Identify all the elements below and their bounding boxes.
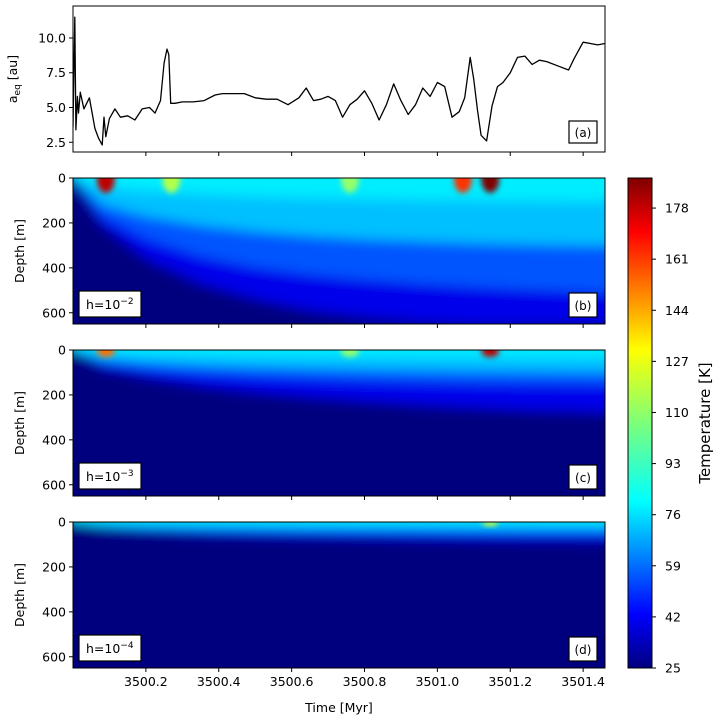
panel-c-frame xyxy=(72,349,606,497)
surface-layer xyxy=(73,178,605,202)
y-tick-label: 600 xyxy=(42,649,66,664)
panel-c-h-label: h=10−3 xyxy=(86,469,134,484)
hot-spot xyxy=(96,350,115,357)
colorbar-tick-label: 161 xyxy=(665,252,689,267)
hot-spot xyxy=(482,522,499,526)
panel-a-x-axis xyxy=(145,152,584,156)
y-tick-label: 200 xyxy=(42,387,66,402)
hot-spot xyxy=(481,178,500,193)
panel-b-h-label: h=10−2 xyxy=(86,297,134,312)
surface-layer xyxy=(73,350,605,358)
panel-b-heatmap xyxy=(73,178,605,324)
panel-d-frame xyxy=(72,521,606,669)
colorbar-tick-label: 76 xyxy=(665,507,681,522)
panel-d-h-box xyxy=(78,634,142,662)
colorbar-tick-label: 110 xyxy=(665,405,689,420)
y-tick-label: 400 xyxy=(42,432,66,447)
panel-c-heatmap xyxy=(73,350,605,496)
y-tick-label: 600 xyxy=(42,305,66,320)
x-tick-label: 3500.4 xyxy=(197,674,241,689)
panel-d-heatmap xyxy=(73,522,605,668)
d-hot-spots xyxy=(482,522,499,526)
panel-a-y-axis: 2.5 5.0 7.5 10.0 xyxy=(38,30,73,150)
panel-b-frame xyxy=(72,177,606,325)
panel-a: 2.5 5.0 7.5 10.0 aeq [au] (a) xyxy=(5,5,606,156)
x-tick-label: 3501.4 xyxy=(561,674,605,689)
colorbar-tick-label: 178 xyxy=(665,201,689,216)
d-temperature-field xyxy=(73,522,605,668)
panel-a-tag-box xyxy=(568,120,598,144)
panel-c-h-box xyxy=(78,462,142,490)
panel-b-x-axis xyxy=(145,324,584,328)
y-tick-label: 2.5 xyxy=(46,135,66,150)
hot-spot xyxy=(162,178,181,193)
y-tick-label: 600 xyxy=(42,477,66,492)
a-eq-series xyxy=(73,16,605,146)
y-tick-label: 10.0 xyxy=(38,30,66,45)
panel-c-ylabel: Depth [m] xyxy=(12,391,27,455)
colorbar-label: Temperature [K] xyxy=(696,362,714,484)
hot-spot xyxy=(96,178,115,193)
hot-spot xyxy=(453,178,472,193)
b-temperature-field xyxy=(73,178,605,324)
y-tick-label: 0 xyxy=(58,515,66,530)
y-tick-label: 0 xyxy=(58,171,66,186)
panel-d: 0 200 400 600 3500.2 3500.4 3500.6 3500.8 3501.… xyxy=(12,515,606,715)
panel-c-x-axis xyxy=(145,496,584,500)
panel-b-y-axis: 0 200 400 600 xyxy=(42,171,73,320)
panel-b-tag-box xyxy=(568,292,598,318)
hot-spot xyxy=(340,178,359,193)
panel-a-frame xyxy=(72,5,606,153)
panel-c-y-axis: 0 200 400 600 xyxy=(42,343,73,492)
panel-b: 0 200 400 600 Depth [m] h=10−2 (b) xyxy=(12,171,606,328)
y-tick-label: 400 xyxy=(42,260,66,275)
colorbar: 25 42 59 76 93 110 127 144 161 178 Temperature [K… xyxy=(627,177,714,676)
hot-spot xyxy=(481,350,500,357)
colorbar-tick-label: 93 xyxy=(665,456,681,471)
colorbar-tick-label: 42 xyxy=(665,609,681,624)
colorbar-tick-label: 144 xyxy=(665,303,689,318)
cold-background xyxy=(73,522,605,668)
panel-d-h-label: h=10−4 xyxy=(86,641,134,656)
a-eq-line xyxy=(73,16,605,146)
y-tick-label: 400 xyxy=(42,604,66,619)
y-tick-label: 0 xyxy=(58,343,66,358)
b-hot-spots xyxy=(96,178,500,193)
panel-b-tag: (b) xyxy=(575,299,592,313)
panel-a-ylabel: aeq [au] xyxy=(5,55,23,103)
panel-c-tag-box xyxy=(568,464,598,490)
x-tick-label: 3500.6 xyxy=(270,674,314,689)
panel-c: 0 200 400 600 Depth [m] h=10−3 (c) xyxy=(12,343,606,500)
x-axis-label: Time [Myr] xyxy=(304,700,373,715)
x-tick-label: 3500.2 xyxy=(124,674,168,689)
x-tick-label: 3501.0 xyxy=(416,674,460,689)
panel-d-tag-box xyxy=(568,636,598,662)
colorbar-gradient xyxy=(627,177,653,669)
colorbar-tick-label: 59 xyxy=(665,558,681,573)
panel-b-h-box xyxy=(78,290,142,318)
panel-d-x-axis: 3500.2 3500.4 3500.6 3500.8 3501.0 3501.2 3501… xyxy=(124,668,605,689)
y-tick-label: 200 xyxy=(42,559,66,574)
hot-spot xyxy=(340,350,359,357)
panel-d-tag: (d) xyxy=(575,643,592,657)
panel-d-ylabel: Depth [m] xyxy=(12,563,27,627)
y-tick-label: 5.0 xyxy=(46,100,66,115)
x-tick-label: 3501.2 xyxy=(488,674,532,689)
c-hot-spots xyxy=(96,350,500,357)
panel-d-y-axis: 0 200 400 600 xyxy=(42,515,73,664)
y-tick-label: 200 xyxy=(42,215,66,230)
colorbar-ticks: 25 42 59 76 93 110 127 144 161 178 xyxy=(652,201,689,676)
panel-b-ylabel: Depth [m] xyxy=(12,219,27,283)
x-tick-label: 3500.8 xyxy=(343,674,387,689)
surface-layer xyxy=(73,522,605,525)
panel-a-tag: (a) xyxy=(575,126,592,140)
y-tick-label: 7.5 xyxy=(46,65,66,80)
colorbar-tick-label: 127 xyxy=(665,354,689,369)
colorbar-tick-label: 25 xyxy=(665,661,681,676)
c-temperature-field xyxy=(73,350,605,496)
isotherm-band xyxy=(73,522,605,530)
panel-c-tag: (c) xyxy=(575,471,591,485)
